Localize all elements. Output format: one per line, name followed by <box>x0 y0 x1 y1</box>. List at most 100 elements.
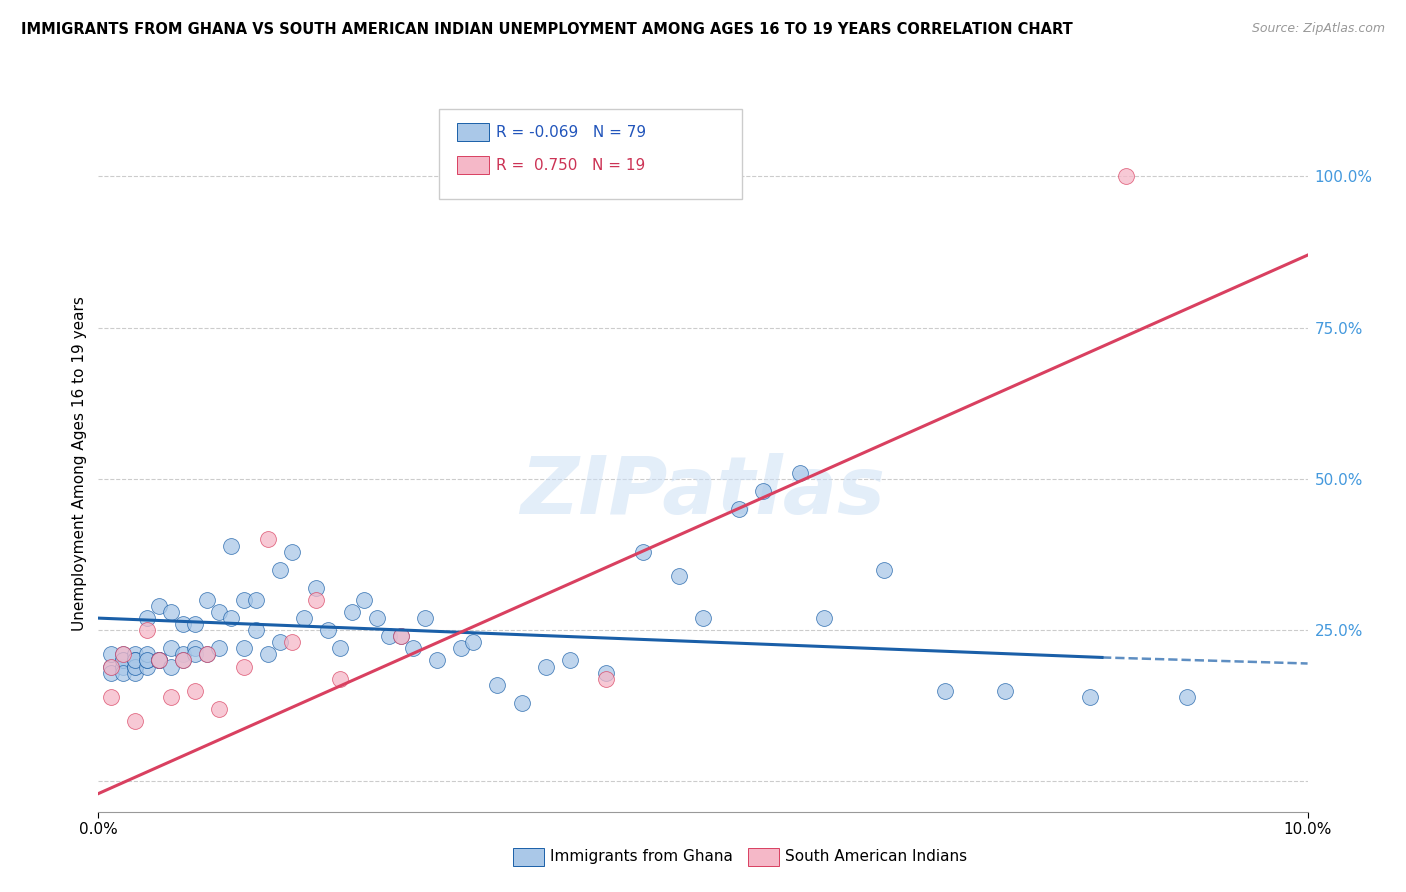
Point <box>232 593 254 607</box>
Point <box>256 648 278 662</box>
Point <box>329 672 352 686</box>
Point <box>208 641 231 656</box>
Point <box>668 568 690 582</box>
Point <box>111 648 134 662</box>
Point <box>631 544 654 558</box>
Point <box>934 683 956 698</box>
Point <box>124 659 146 673</box>
Point <box>389 629 412 643</box>
Point <box>135 611 157 625</box>
Point <box>160 659 183 673</box>
Point <box>281 544 304 558</box>
Point <box>100 690 122 704</box>
Point <box>100 648 122 662</box>
Point <box>316 624 339 638</box>
Point <box>305 581 328 595</box>
Point <box>232 641 254 656</box>
Point <box>100 665 122 680</box>
Point <box>728 502 751 516</box>
Point <box>342 605 364 619</box>
Point <box>534 659 557 673</box>
Point <box>184 641 207 656</box>
Point <box>172 648 194 662</box>
Point <box>148 653 170 667</box>
Point <box>426 653 449 667</box>
Point <box>232 659 254 673</box>
Point <box>160 605 183 619</box>
Point <box>402 641 425 656</box>
Point <box>256 533 278 547</box>
Point <box>281 635 304 649</box>
Point <box>111 653 134 667</box>
Point <box>124 653 146 667</box>
Point <box>486 678 509 692</box>
Point <box>148 653 170 667</box>
Point <box>221 611 243 625</box>
Point <box>184 683 207 698</box>
Point <box>329 641 352 656</box>
Point <box>353 593 375 607</box>
Text: IMMIGRANTS FROM GHANA VS SOUTH AMERICAN INDIAN UNEMPLOYMENT AMONG AGES 16 TO 19 : IMMIGRANTS FROM GHANA VS SOUTH AMERICAN … <box>21 22 1073 37</box>
Point <box>135 648 157 662</box>
Point <box>692 611 714 625</box>
Point <box>172 653 194 667</box>
Point <box>752 484 775 499</box>
Point <box>245 624 267 638</box>
Point <box>595 672 617 686</box>
Point <box>221 539 243 553</box>
Point <box>111 653 134 667</box>
Point <box>366 611 388 625</box>
Point <box>135 653 157 667</box>
Point <box>208 605 231 619</box>
Point <box>389 629 412 643</box>
Point <box>135 653 157 667</box>
Point <box>413 611 436 625</box>
Point <box>269 635 291 649</box>
Point <box>377 629 399 643</box>
Point <box>148 653 170 667</box>
Point <box>305 593 328 607</box>
Point <box>463 635 485 649</box>
Point <box>148 599 170 613</box>
Point <box>111 648 134 662</box>
Point <box>148 653 170 667</box>
Point <box>124 653 146 667</box>
Point <box>124 648 146 662</box>
Point <box>195 593 218 607</box>
Point <box>195 648 218 662</box>
Point <box>100 659 122 673</box>
Point <box>111 659 134 673</box>
Point <box>510 696 533 710</box>
Point <box>558 653 581 667</box>
Point <box>269 563 291 577</box>
Point <box>100 659 122 673</box>
Point <box>111 665 134 680</box>
Point <box>789 466 811 480</box>
Point <box>124 665 146 680</box>
Point <box>172 617 194 632</box>
Point <box>124 714 146 728</box>
Point <box>172 653 194 667</box>
Point <box>124 659 146 673</box>
Point <box>184 617 207 632</box>
Point <box>1115 169 1137 184</box>
Point <box>450 641 472 656</box>
Text: Source: ZipAtlas.com: Source: ZipAtlas.com <box>1251 22 1385 36</box>
Text: South American Indians: South American Indians <box>785 849 967 863</box>
Point <box>184 648 207 662</box>
Point <box>994 683 1017 698</box>
Point <box>873 563 896 577</box>
Y-axis label: Unemployment Among Ages 16 to 19 years: Unemployment Among Ages 16 to 19 years <box>72 296 87 632</box>
Point <box>595 665 617 680</box>
Text: Immigrants from Ghana: Immigrants from Ghana <box>550 849 733 863</box>
Point <box>813 611 835 625</box>
Text: ZIPatlas: ZIPatlas <box>520 452 886 531</box>
Point <box>135 624 157 638</box>
Text: R =  0.750   N = 19: R = 0.750 N = 19 <box>496 158 645 172</box>
Point <box>195 648 218 662</box>
Point <box>148 653 170 667</box>
Point <box>208 702 231 716</box>
Point <box>160 690 183 704</box>
Point <box>1175 690 1198 704</box>
Text: R = -0.069   N = 79: R = -0.069 N = 79 <box>496 125 647 139</box>
